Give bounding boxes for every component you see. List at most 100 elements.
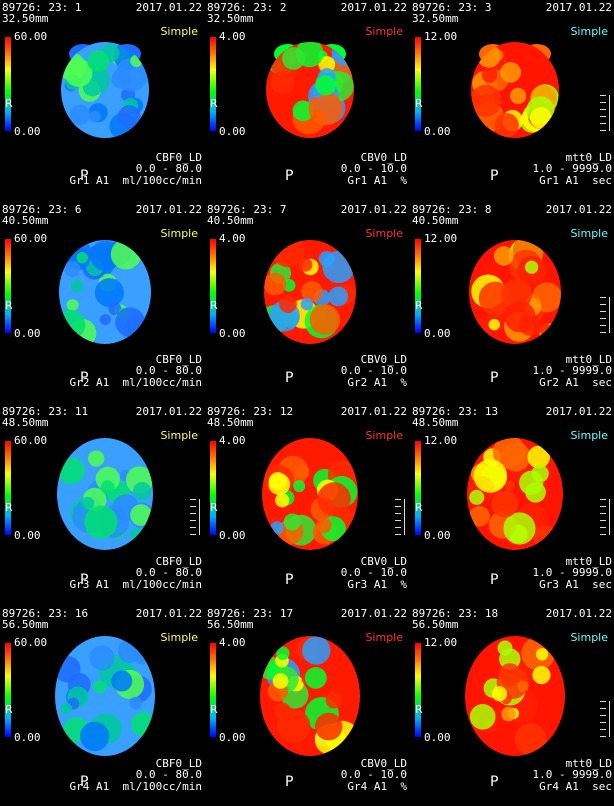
scale-max: 60.00 — [14, 434, 48, 447]
map-range: 1.0 - 9999.0 — [532, 566, 612, 579]
image-panel[interactable]: 89726: 23: 3 2017.01.22 32.50mm Simple 1… — [410, 0, 614, 200]
group-units: Gr2 A1 % — [347, 376, 407, 389]
image-panel[interactable]: 89726: 23: 7 2017.01.22 40.50mm Simple 4… — [205, 202, 409, 402]
method-label: Simple — [160, 631, 198, 644]
scale-max: 60.00 — [14, 636, 48, 649]
method-label: Simple — [570, 25, 608, 38]
scale-max: 4.00 — [219, 30, 246, 43]
scale-max: 12.00 — [424, 434, 458, 447]
study-date: 2017.01.22 — [135, 1, 202, 14]
slice-position: 56.50mm — [2, 618, 49, 631]
color-scale-bar — [415, 643, 421, 737]
color-scale-bar — [210, 643, 216, 737]
perfusion-brain-map — [262, 438, 358, 550]
map-range: 1.0 - 9999.0 — [532, 364, 612, 377]
scale-max: 60.00 — [14, 232, 48, 245]
series-id: 89726: 23: 8 — [412, 203, 492, 216]
study-date: 2017.01.22 — [135, 203, 202, 216]
study-date: 2017.01.22 — [135, 405, 202, 418]
scale-ruler — [600, 297, 610, 333]
map-name: CBV0_LD — [360, 151, 407, 164]
study-date: 2017.01.22 — [340, 203, 407, 216]
slice-position: 48.50mm — [207, 416, 254, 429]
method-label: Simple — [365, 227, 403, 240]
map-range: 1.0 - 9999.0 — [532, 162, 612, 175]
scale-min: 0.00 — [14, 327, 41, 340]
series-id: 89726: 23: 16 — [2, 607, 89, 620]
map-name: CBF0_LD — [155, 555, 202, 568]
group-units: Gr1 A1 ml/100cc/min — [69, 174, 202, 187]
image-panel[interactable]: 89726: 23: 6 2017.01.22 40.50mm Simple 6… — [0, 202, 204, 402]
study-date: 2017.01.22 — [135, 607, 202, 620]
orientation-right-marker: R — [210, 703, 218, 716]
orientation-posterior-marker: P — [490, 572, 499, 588]
map-name: CBV0_LD — [360, 353, 407, 366]
perfusion-brain-map — [471, 42, 559, 138]
scale-max: 4.00 — [219, 636, 246, 649]
map-name: mtt0_LD — [565, 353, 612, 366]
series-id: 89726: 23: 3 — [412, 1, 492, 14]
slice-position: 56.50mm — [412, 618, 459, 631]
image-panel[interactable]: 89726: 23: 18 2017.01.22 56.50mm Simple … — [410, 606, 614, 806]
color-scale-bar — [210, 37, 216, 131]
scale-ruler — [600, 701, 610, 737]
scale-min: 0.00 — [219, 125, 246, 138]
image-panel[interactable]: 89726: 23: 16 2017.01.22 56.50mm Simple … — [0, 606, 204, 806]
orientation-right-marker: R — [210, 501, 218, 514]
image-panel[interactable]: 89726: 23: 1 2017.01.22 32.50mm Simple 6… — [0, 0, 204, 200]
study-date: 2017.01.22 — [545, 1, 612, 14]
orientation-posterior-marker: P — [285, 774, 294, 790]
method-label: Simple — [365, 429, 403, 442]
image-panel[interactable]: 89726: 23: 12 2017.01.22 48.50mm Simple … — [205, 404, 409, 604]
series-id: 89726: 23: 6 — [2, 203, 82, 216]
series-id: 89726: 23: 18 — [412, 607, 499, 620]
method-label: Simple — [160, 429, 198, 442]
image-panel[interactable]: 89726: 23: 11 2017.01.22 48.50mm Simple … — [0, 404, 204, 604]
orientation-right-marker: R — [5, 97, 13, 110]
scale-min: 0.00 — [219, 529, 246, 542]
method-label: Simple — [365, 631, 403, 644]
orientation-posterior-marker: P — [80, 168, 89, 184]
orientation-posterior-marker: P — [80, 370, 89, 386]
orientation-right-marker: R — [415, 97, 423, 110]
group-units: Gr3 A1 ml/100cc/min — [69, 578, 202, 591]
map-range: 0.0 - 10.0 — [340, 768, 407, 781]
map-range: 0.0 - 80.0 — [135, 162, 202, 175]
scale-min: 0.00 — [424, 327, 451, 340]
scale-max: 12.00 — [424, 30, 458, 43]
map-range: 0.0 - 80.0 — [135, 364, 202, 377]
map-range: 0.0 - 10.0 — [340, 566, 407, 579]
method-label: Simple — [570, 227, 608, 240]
series-id: 89726: 23: 11 — [2, 405, 89, 418]
map-range: 1.0 - 9999.0 — [532, 768, 612, 781]
study-date: 2017.01.22 — [545, 607, 612, 620]
group-units: Gr1 A1 sec — [539, 174, 612, 187]
method-label: Simple — [570, 429, 608, 442]
image-panel[interactable]: 89726: 23: 2 2017.01.22 32.50mm Simple 4… — [205, 0, 409, 200]
orientation-posterior-marker: P — [490, 168, 499, 184]
scale-ruler — [600, 95, 610, 131]
orientation-right-marker: R — [5, 299, 13, 312]
image-panel[interactable]: 89726: 23: 8 2017.01.22 40.50mm Simple 1… — [410, 202, 614, 402]
orientation-posterior-marker: P — [490, 370, 499, 386]
perfusion-brain-map — [264, 240, 356, 344]
series-id: 89726: 23: 17 — [207, 607, 294, 620]
map-range: 0.0 - 10.0 — [340, 364, 407, 377]
orientation-right-marker: R — [415, 703, 423, 716]
scale-max: 12.00 — [424, 232, 458, 245]
slice-position: 48.50mm — [2, 416, 49, 429]
image-panel[interactable]: 89726: 23: 13 2017.01.22 48.50mm Simple … — [410, 404, 614, 604]
scale-min: 0.00 — [14, 731, 41, 744]
orientation-right-marker: R — [210, 299, 218, 312]
color-scale-bar — [5, 643, 11, 737]
perfusion-brain-map — [465, 636, 565, 756]
scale-max: 12.00 — [424, 636, 458, 649]
image-panel[interactable]: 89726: 23: 17 2017.01.22 56.50mm Simple … — [205, 606, 409, 806]
map-name: mtt0_LD — [565, 555, 612, 568]
slice-position: 32.50mm — [412, 12, 459, 25]
study-date: 2017.01.22 — [545, 203, 612, 216]
study-date: 2017.01.22 — [340, 1, 407, 14]
color-scale-bar — [5, 239, 11, 333]
orientation-posterior-marker: P — [285, 168, 294, 184]
slice-position: 32.50mm — [207, 12, 254, 25]
